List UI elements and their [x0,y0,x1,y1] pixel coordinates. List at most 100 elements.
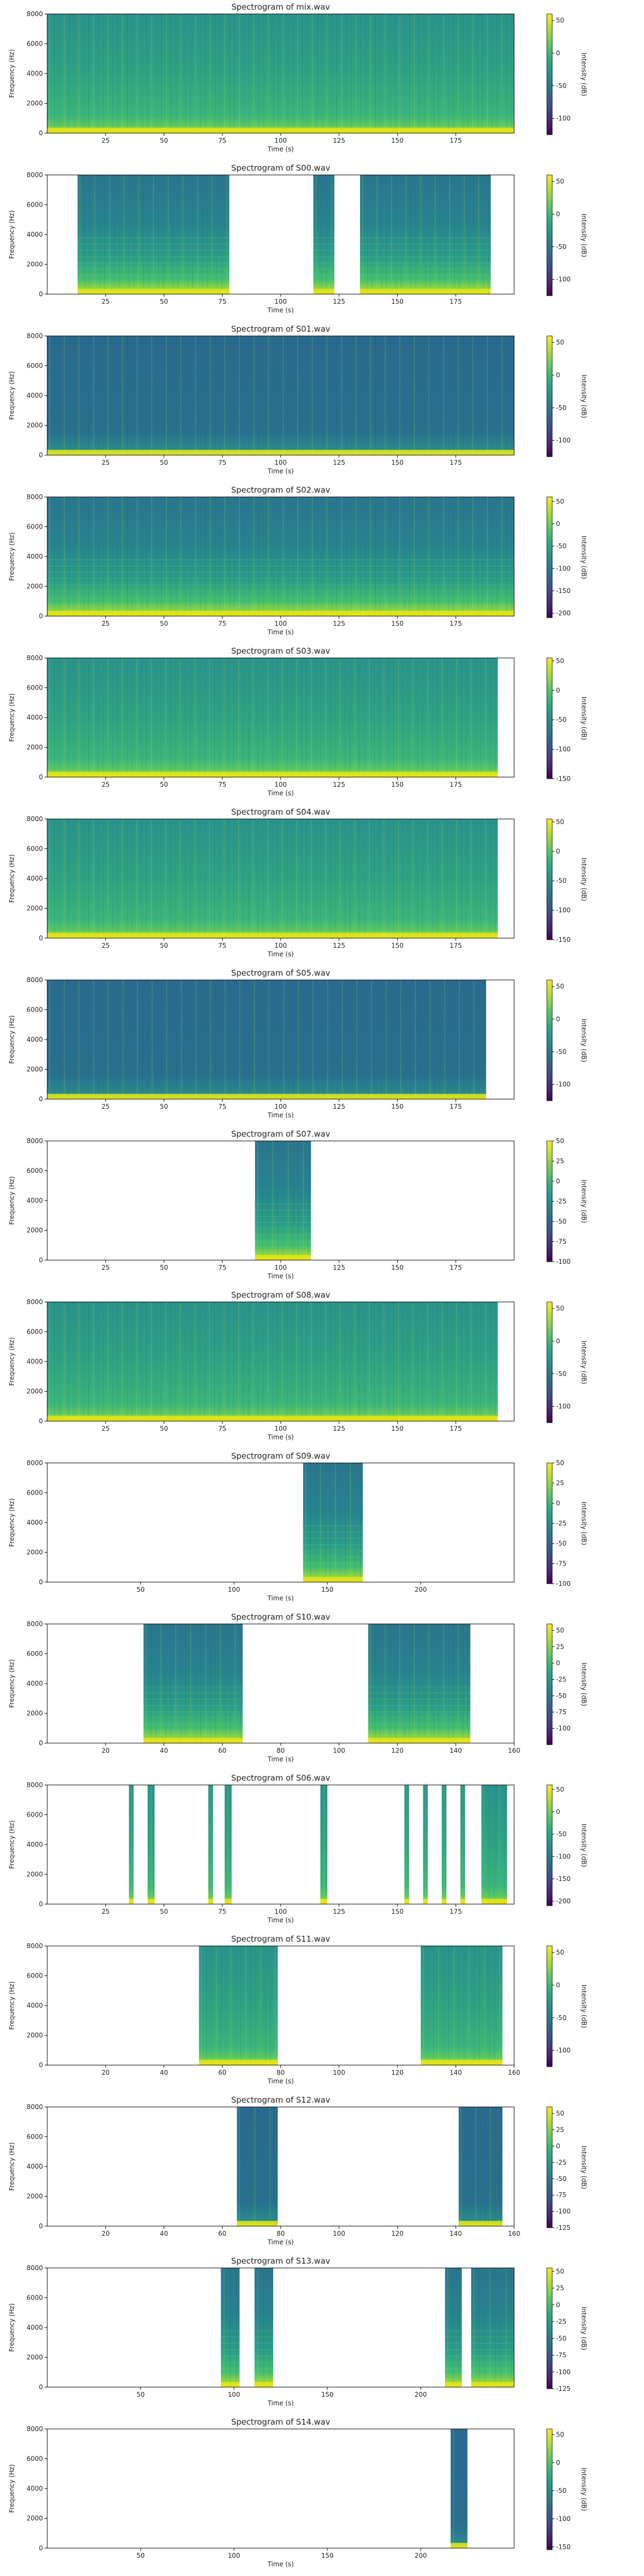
colorbar-tick-label: 0 [556,2142,560,2150]
x-tick-label: 100 [275,620,287,627]
colorbar-tick-label: -25 [556,2158,567,2166]
y-tick-label: 8000 [26,171,43,179]
chart-title: Spectrogram of S02.wav [231,485,331,495]
colorbar-tick-label: -200 [556,1898,570,1905]
low-frequency-band [442,1899,447,1904]
x-tick-label: 175 [450,620,462,627]
harmonic-bands [143,1686,243,1737]
colorbar-tick-label: -50 [556,2014,567,2022]
colorbar-tick-label: 50 [556,2431,564,2438]
x-tick-label: 20 [101,1747,109,1754]
colorbar-tick-label: 0 [556,1981,560,1989]
colorbar-tick-label: -150 [556,1875,570,1883]
colorbar-tick-label: 0 [556,847,560,855]
x-axis-label: Time (s) [267,1111,294,1119]
y-axis-label: Frequency (Hz) [8,49,16,98]
colorbar-tick-label: -50 [556,2334,567,2342]
x-tick-label: 175 [450,1425,462,1432]
colorbar-tick-label: 0 [556,1808,560,1816]
y-tick-label: 8000 [26,815,43,823]
low-frequency-band [303,1577,363,1582]
y-tick-label: 2000 [26,2032,43,2039]
segment-texture [145,1624,241,1743]
spectrogram-segment [421,1946,503,2065]
spectrogram-segment [320,1785,327,1904]
y-tick-label: 6000 [26,2133,43,2141]
spectrogram-panel: Spectrogram of S01.wav 25 50 75 100 125 150 175… [8,324,588,475]
segment-texture [49,1302,496,1421]
y-tick-label: 2000 [26,905,43,912]
colorbar-tick-label: 50 [556,818,564,825]
chart-title: Spectrogram of S11.wav [231,1934,331,1944]
colorbar [546,818,553,940]
colorbar [546,979,553,1101]
x-axis-label: Time (s) [267,2077,294,2085]
colorbar-label: Intensity (dB) [580,536,588,579]
spectrogram-segment [360,175,491,294]
y-tick-label: 8000 [26,1298,43,1306]
y-tick-label: 6000 [26,523,43,531]
colorbar [546,1623,553,1745]
spectrogram-panel: Spectrogram of S02.wav 25 50 75 100 125 150 175… [8,485,588,636]
y-tick-label: 8000 [26,2425,43,2433]
x-tick-label: 50 [160,781,168,788]
y-tick-label: 8000 [26,1620,43,1628]
y-tick-label: 4000 [26,714,43,721]
segment-texture [257,2268,270,2387]
colorbar-tick-label: 0 [556,1015,560,1023]
colorbar-tick-label: 25 [556,1643,564,1651]
x-tick-label: 100 [275,137,287,144]
x-tick-label: 60 [218,2069,226,2076]
colorbar-label: Intensity (dB) [580,697,588,740]
colorbar-tick-label: -75 [556,1708,567,1716]
x-tick-label: 75 [218,942,226,949]
colorbar-tick-label: -100 [556,2047,570,2054]
colorbar-tick-label: -75 [556,2191,567,2199]
y-tick-label: 0 [39,1739,43,1747]
chart-title: Spectrogram of S08.wav [231,1290,331,1300]
colorbar-tick-label: 0 [556,2459,560,2467]
colorbar-tick-label: 0 [556,1499,560,1507]
y-tick-label: 0 [39,1900,43,1908]
y-tick-label: 8000 [26,2103,43,2111]
low-frequency-band [255,1255,311,1260]
x-tick-label: 80 [276,2069,284,2076]
y-tick-label: 4000 [26,553,43,560]
colorbar-tick-label: -100 [556,2515,570,2522]
x-tick-label: 60 [218,2230,226,2237]
x-tick-label: 75 [218,459,226,466]
spectrogram-segment [303,1463,363,1582]
y-tick-label: 6000 [26,1328,43,1336]
segment-texture [49,819,496,938]
harmonic-bands [47,559,514,610]
x-tick-label: 50 [160,942,168,949]
chart-title: Spectrogram of S04.wav [231,807,331,817]
y-tick-label: 0 [39,129,43,137]
colorbar-tick-label: -150 [556,587,570,595]
y-axis-label: Frequency (Hz) [8,1337,16,1386]
colorbar [546,1784,553,1906]
colorbar-tick-label: -100 [556,1725,570,1732]
chart-title: Spectrogram of S09.wav [231,1451,331,1461]
colorbar-label: Intensity (dB) [580,1180,588,1223]
colorbar-tick-label: -25 [556,1675,567,1683]
segment-texture [49,336,512,455]
low-frequency-band [471,2382,514,2387]
spectrogram-panel: Spectrogram of S12.wav 20 40 60 80 100 120 140 1… [8,2095,588,2246]
x-tick-label: 150 [391,1425,404,1432]
x-tick-label: 125 [333,1425,345,1432]
y-tick-label: 2000 [26,583,43,590]
colorbar-tick-label: -100 [556,1403,570,1410]
x-tick-label: 150 [391,942,404,949]
y-tick-label: 6000 [26,1650,43,1658]
segment-texture [49,497,512,616]
colorbar-tick-label: 25 [556,1480,564,1487]
y-tick-label: 4000 [26,1519,43,1526]
colorbar-tick-label: -50 [556,1831,567,1838]
y-tick-label: 4000 [26,1197,43,1204]
segment-texture [49,14,512,133]
